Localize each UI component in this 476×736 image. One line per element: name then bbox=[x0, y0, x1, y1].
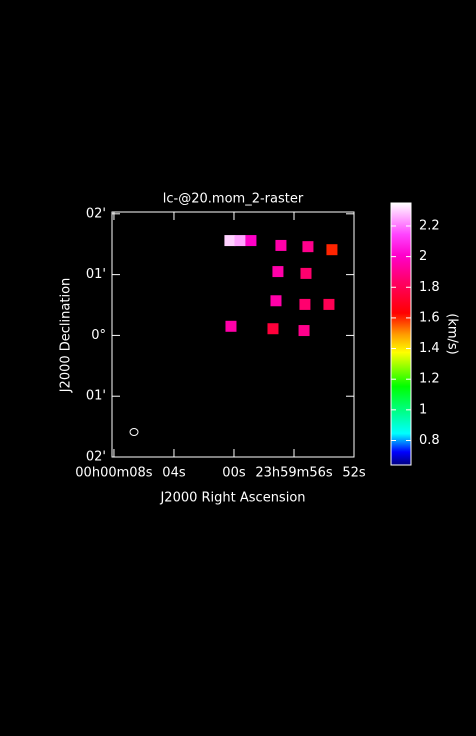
x-axis-label: J2000 Right Ascension bbox=[159, 491, 305, 506]
raster-pixel bbox=[323, 298, 335, 310]
raster-pixel bbox=[275, 239, 287, 251]
plot-frame bbox=[111, 211, 355, 458]
colorbar-label: (km/s) bbox=[445, 313, 460, 355]
raster-pixel bbox=[267, 323, 279, 335]
raster-pixel bbox=[326, 244, 338, 256]
raster-pixel bbox=[300, 267, 312, 279]
y-tick-label: 0° bbox=[91, 328, 106, 343]
x-tick-label: 00h00m08s bbox=[75, 466, 153, 481]
y-tick-label: 01' bbox=[86, 267, 106, 282]
beam bbox=[129, 428, 139, 436]
y-tick-label: 01' bbox=[86, 389, 106, 404]
raster-pixel bbox=[270, 295, 282, 307]
colorbar-tick-label: 1.4 bbox=[419, 341, 440, 356]
x-tick-label: 04s bbox=[162, 466, 186, 481]
colorbar-tick-label: 1.6 bbox=[419, 310, 440, 325]
x-tick-label: 00s bbox=[222, 466, 246, 481]
raster-pixel bbox=[234, 235, 246, 247]
y-tick-label: 02' bbox=[86, 206, 106, 221]
colorbar bbox=[390, 202, 412, 466]
raster-pixel bbox=[245, 235, 257, 247]
x-tick-label: 52s bbox=[342, 466, 366, 481]
raster-pixel bbox=[298, 325, 310, 337]
colorbar-tick-label: 2 bbox=[419, 249, 427, 264]
chart-title: lc-@20.mom_2-raster bbox=[163, 192, 304, 207]
y-tick-label: 02' bbox=[86, 450, 106, 465]
colorbar-tick-label: 1.8 bbox=[419, 280, 440, 295]
raster-pixel bbox=[225, 320, 237, 332]
colorbar-tick-label: 0.8 bbox=[419, 433, 440, 448]
colorbar-tick-label: 2.2 bbox=[419, 218, 440, 233]
colorbar-tick-label: 1.2 bbox=[419, 372, 440, 387]
raster-pixel bbox=[224, 235, 236, 247]
raster-pixel bbox=[299, 298, 311, 310]
colorbar-tick-label: 1 bbox=[419, 402, 427, 417]
y-axis-label: J2000 Declination bbox=[59, 278, 74, 394]
x-tick-label: 23h59m56s bbox=[255, 466, 333, 481]
raster-pixel bbox=[272, 266, 284, 278]
raster-pixel bbox=[302, 241, 314, 253]
